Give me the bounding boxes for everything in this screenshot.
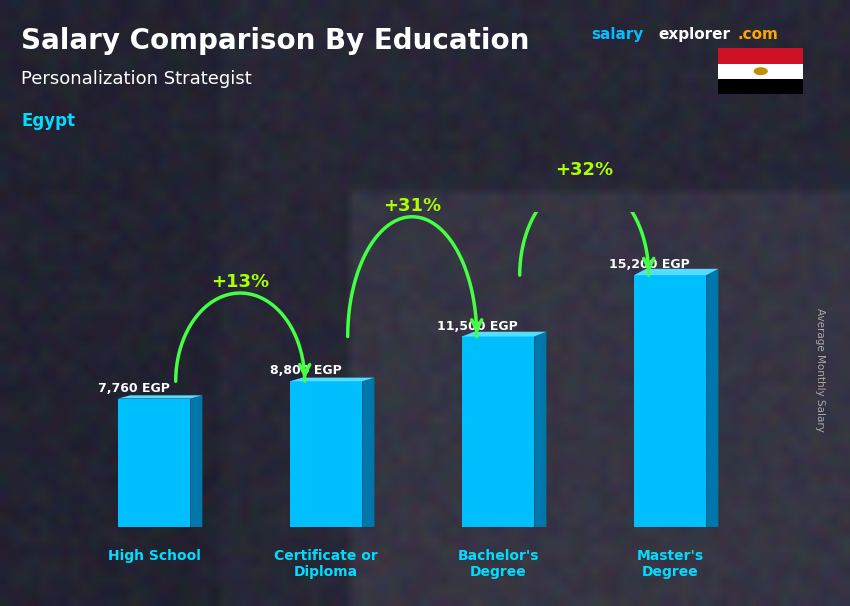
Text: Egypt: Egypt <box>21 112 76 130</box>
Text: .com: .com <box>738 27 779 42</box>
Polygon shape <box>634 275 706 527</box>
Polygon shape <box>706 269 718 527</box>
Text: salary: salary <box>591 27 643 42</box>
Polygon shape <box>462 336 535 527</box>
Polygon shape <box>634 269 718 275</box>
Ellipse shape <box>754 67 768 75</box>
Polygon shape <box>535 331 547 527</box>
Text: High School: High School <box>108 549 201 564</box>
Polygon shape <box>118 395 202 399</box>
Polygon shape <box>290 381 362 527</box>
Text: Bachelor's
Degree: Bachelor's Degree <box>457 549 539 579</box>
Text: +13%: +13% <box>211 273 269 291</box>
Text: 15,200 EGP: 15,200 EGP <box>609 258 690 271</box>
Polygon shape <box>362 378 374 527</box>
Text: +31%: +31% <box>382 197 441 215</box>
Bar <box>718 79 803 94</box>
Text: +32%: +32% <box>555 161 613 179</box>
Text: explorer: explorer <box>659 27 731 42</box>
Text: 11,500 EGP: 11,500 EGP <box>437 320 518 333</box>
Text: Certificate or
Diploma: Certificate or Diploma <box>275 549 378 579</box>
Bar <box>718 64 803 79</box>
Text: Master's
Degree: Master's Degree <box>637 549 704 579</box>
Text: Average Monthly Salary: Average Monthly Salary <box>815 308 825 431</box>
Polygon shape <box>190 395 202 527</box>
Polygon shape <box>290 378 374 381</box>
Bar <box>718 48 803 64</box>
Text: Salary Comparison By Education: Salary Comparison By Education <box>21 27 530 55</box>
Text: 8,800 EGP: 8,800 EGP <box>269 364 342 378</box>
Text: Personalization Strategist: Personalization Strategist <box>21 70 252 88</box>
Text: 7,760 EGP: 7,760 EGP <box>98 382 169 395</box>
Polygon shape <box>118 399 190 527</box>
Polygon shape <box>462 331 547 336</box>
